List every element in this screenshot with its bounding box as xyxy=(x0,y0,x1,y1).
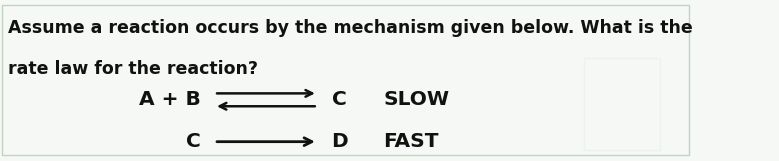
Text: rate law for the reaction?: rate law for the reaction? xyxy=(9,60,259,78)
Text: D: D xyxy=(332,132,348,151)
Text: FAST: FAST xyxy=(383,132,439,151)
Text: A + B: A + B xyxy=(139,90,200,109)
Text: Assume a reaction occurs by the mechanism given below. What is the: Assume a reaction occurs by the mechanis… xyxy=(9,19,693,37)
Text: SLOW: SLOW xyxy=(383,90,449,109)
FancyBboxPatch shape xyxy=(583,58,660,150)
Text: C: C xyxy=(185,132,200,151)
FancyBboxPatch shape xyxy=(2,5,689,155)
Text: C: C xyxy=(332,90,347,109)
